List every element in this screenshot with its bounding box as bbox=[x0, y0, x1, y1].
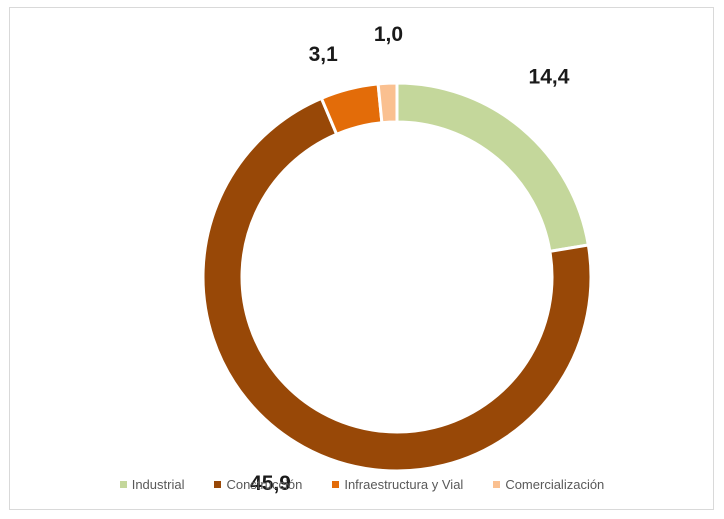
legend-item-construccion: Construcción bbox=[214, 477, 302, 492]
legend-swatch-construccion bbox=[214, 480, 222, 488]
legend-swatch-industrial bbox=[119, 480, 127, 488]
legend-swatch-infraestructura bbox=[332, 480, 340, 488]
legend-item-industrial: Industrial bbox=[119, 476, 185, 492]
legend-item-comercializacion: Comercialización bbox=[493, 477, 604, 492]
data-label-comercializacion: 1,0 bbox=[374, 23, 403, 46]
data-label-industrial: 14,4 bbox=[529, 66, 570, 89]
legend-label-infraestructura: Infraestructura y Vial bbox=[344, 476, 464, 492]
legend-swatch-comercializacion bbox=[493, 480, 501, 488]
legend-label-comercializacion: Comercialización bbox=[505, 476, 605, 492]
legend-label-industrial: Industrial bbox=[131, 476, 185, 492]
donut-slices bbox=[201, 81, 593, 473]
slice-construccion bbox=[201, 96, 593, 473]
slice-comercializacion bbox=[376, 81, 399, 125]
slice-industrial bbox=[395, 81, 591, 254]
legend-label-construccion: Construcción bbox=[226, 476, 303, 492]
legend-item-infraestructura: Infraestructura y Vial bbox=[332, 477, 463, 492]
data-labels: 14,4 45,9 3,1 1,0 bbox=[250, 23, 570, 495]
legend: Industrial Construcción Infraestructura … bbox=[0, 472, 724, 496]
data-label-construccion: 45,9 bbox=[250, 472, 291, 495]
data-label-infraestructura-y-vial: 3,1 bbox=[309, 43, 339, 66]
